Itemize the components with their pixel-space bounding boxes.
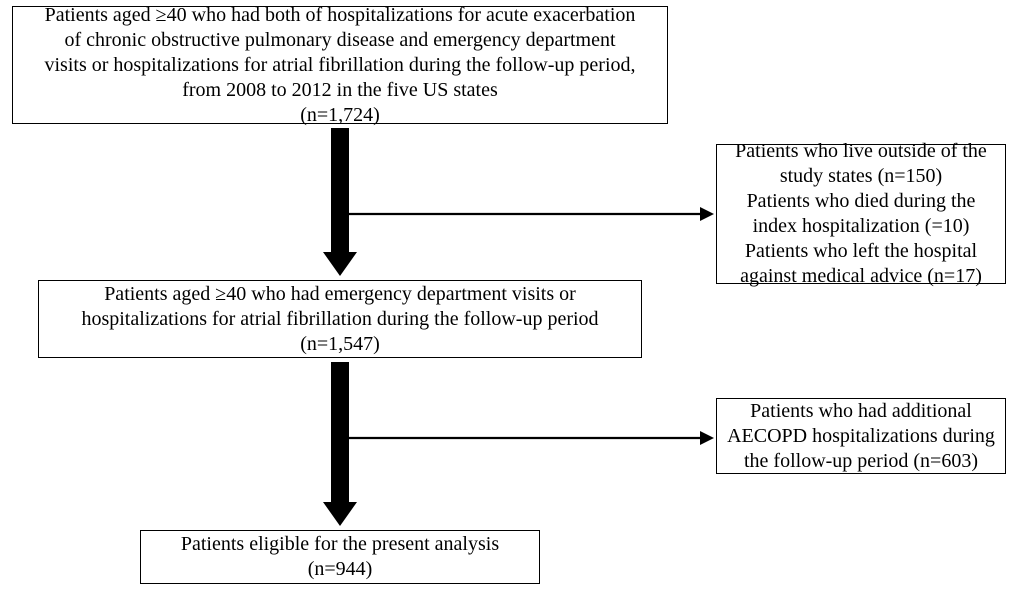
- flow-box-line: AECOPD hospitalizations during: [727, 424, 995, 449]
- flow-box-initial-cohort: Patients aged ≥40 who had both of hospit…: [12, 6, 668, 124]
- flow-box-line: (n=1,724): [300, 103, 380, 128]
- flow-box-post-exclusion-1: Patients aged ≥40 who had emergency depa…: [38, 280, 642, 358]
- flow-box-line: index hospitalization (=10): [753, 214, 970, 239]
- flow-box-final-cohort: Patients eligible for the present analys…: [140, 530, 540, 584]
- flow-box-line: from 2008 to 2012 in the five US states: [182, 78, 498, 103]
- exclusion-box-1: Patients who live outside of thestudy st…: [716, 144, 1006, 284]
- flow-box-line: Patients who live outside of the: [735, 139, 987, 164]
- exclusion-box-2: Patients who had additionalAECOPD hospit…: [716, 398, 1006, 474]
- flow-box-line: Patients who died during the: [747, 189, 976, 214]
- flow-box-line: of chronic obstructive pulmonary disease…: [64, 28, 615, 53]
- flow-box-line: the follow-up period (n=603): [744, 449, 978, 474]
- flow-box-line: study states (n=150): [780, 164, 942, 189]
- arrow-down-1: [323, 128, 357, 276]
- flow-box-line: hospitalizations for atrial fibrillation…: [81, 307, 598, 332]
- flow-box-line: (n=944): [308, 557, 373, 582]
- arrow-right-2: [342, 428, 714, 448]
- flow-box-line: Patients eligible for the present analys…: [181, 532, 499, 557]
- flow-box-line: visits or hospitalizations for atrial fi…: [45, 53, 636, 78]
- arrow-right-1: [342, 204, 714, 224]
- flow-box-line: Patients who had additional: [750, 399, 972, 424]
- flow-box-line: Patients who left the hospital: [745, 239, 977, 264]
- flow-box-line: (n=1,547): [300, 332, 380, 357]
- flow-box-line: against medical advice (n=17): [740, 264, 982, 289]
- flow-box-line: Patients aged ≥40 who had both of hospit…: [45, 3, 636, 28]
- flow-box-line: Patients aged ≥40 who had emergency depa…: [104, 282, 576, 307]
